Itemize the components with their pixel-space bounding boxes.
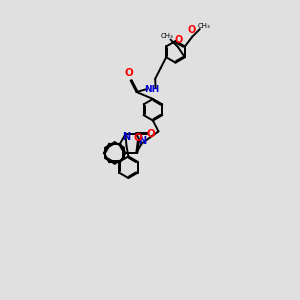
Text: O: O [147, 129, 156, 139]
Text: O: O [175, 35, 183, 45]
Text: CH₃: CH₃ [161, 33, 174, 39]
Text: CH₃: CH₃ [197, 23, 210, 29]
Text: NH: NH [144, 85, 159, 94]
Text: N: N [138, 136, 146, 146]
Text: O: O [125, 68, 134, 78]
Text: O: O [187, 25, 196, 35]
Text: O: O [134, 133, 142, 142]
Text: N: N [122, 132, 130, 142]
